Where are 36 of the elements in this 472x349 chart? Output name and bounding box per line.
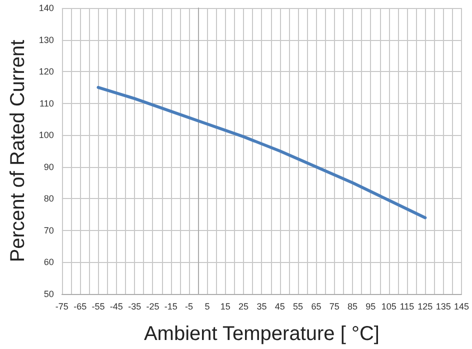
x-tick-label: 45 [274, 302, 285, 312]
x-tick-label: -25 [146, 302, 160, 312]
x-tick-label: 65 [311, 302, 322, 312]
x-axis-title: Ambient Temperature [ °C] [144, 323, 380, 345]
x-tick-label: -75 [55, 302, 68, 312]
x-tick-label: -65 [74, 302, 87, 312]
x-tick-label: 25 [238, 302, 249, 312]
x-tick-label: -55 [92, 302, 105, 312]
y-tick-label: 70 [44, 225, 54, 236]
y-tick-label: 60 [44, 257, 54, 268]
y-tick-label: 80 [44, 194, 54, 204]
x-tick-label: 125 [418, 302, 433, 312]
line-series [96, 86, 427, 220]
x-tick-label: 55 [293, 302, 304, 312]
y-tick-label: 120 [38, 66, 54, 77]
y-tick-label: 140 [38, 3, 54, 13]
x-tick-label: 135 [436, 302, 451, 312]
y-axis-title: Percent of Rated Current [7, 39, 29, 262]
x-tick-label: 95 [366, 302, 376, 312]
x-tick-label: -35 [128, 302, 142, 312]
y-tick-label: 90 [44, 162, 54, 172]
x-tick-label: 15 [220, 302, 230, 312]
x-tick-label: -15 [164, 302, 178, 312]
y-tick-label: 100 [38, 130, 54, 140]
x-tick-label: 5 [204, 302, 210, 312]
y-tick-label: 110 [40, 98, 54, 108]
x-tick-label: -5 [185, 302, 194, 312]
x-tick-label: 35 [256, 302, 267, 312]
y-tick-label: 130 [38, 34, 54, 45]
x-tick-label: -45 [110, 302, 123, 312]
x-tick-label: 145 [454, 302, 470, 312]
x-tick-label: 85 [348, 302, 358, 312]
x-tick-label: 105 [381, 302, 396, 312]
x-tick-label: 75 [329, 302, 340, 312]
y-tick-label: 50 [44, 289, 54, 299]
x-tick-label: 115 [400, 302, 414, 312]
